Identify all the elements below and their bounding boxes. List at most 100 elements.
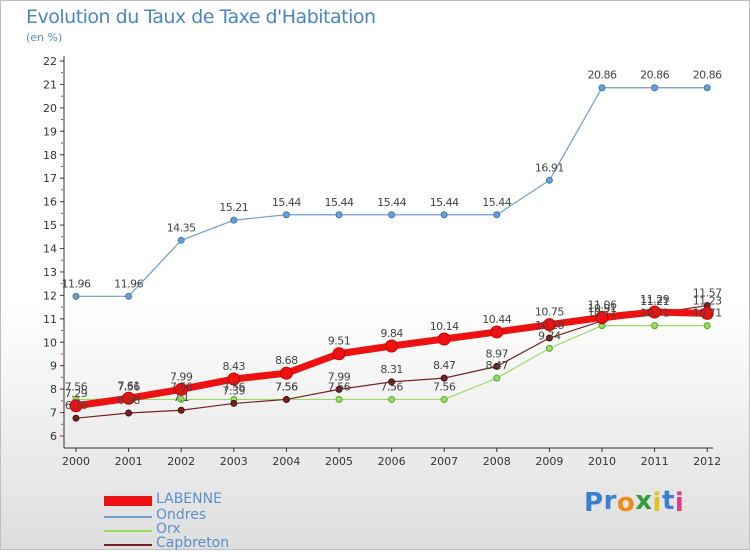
- legend-label: Ondres: [156, 507, 207, 523]
- data-label-orx: 7.56: [170, 380, 193, 393]
- data-point-labenne: [700, 306, 714, 320]
- data-label-capbreton: 7.99: [328, 370, 351, 383]
- data-label-ondres: 20.86: [640, 69, 669, 82]
- y-tick-label: 9: [50, 360, 57, 373]
- data-label-labenne: 11.29: [640, 293, 669, 306]
- x-tick-label: 2004: [272, 455, 300, 468]
- data-point-labenne: [279, 366, 293, 380]
- data-label-labenne: 8.43: [223, 360, 246, 373]
- data-point-ondres: [72, 292, 80, 300]
- data-point-orx: [545, 344, 553, 352]
- data-point-labenne: [542, 318, 556, 332]
- x-tick-label: 2000: [62, 455, 90, 468]
- data-point-ondres: [177, 236, 185, 244]
- x-tick-label: 2006: [378, 455, 406, 468]
- data-label-orx: 7.56: [380, 380, 403, 393]
- data-point-ondres: [335, 211, 343, 219]
- data-label-capbreton: 11.57: [693, 286, 722, 299]
- data-label-labenne: 11.23: [693, 294, 722, 307]
- logo-letter: o: [616, 488, 636, 518]
- y-tick-label: 17: [43, 172, 57, 185]
- data-point-capbreton: [125, 409, 133, 417]
- data-label-ondres: 15.44: [377, 196, 406, 209]
- y-tick-label: 12: [43, 289, 57, 302]
- data-label-orx: 7.56: [275, 380, 298, 393]
- x-tick-label: 2007: [430, 455, 458, 468]
- data-point-orx: [388, 395, 396, 403]
- chart-title: Evolution du Taux de Taxe d'Habitation: [26, 6, 376, 28]
- data-label-labenne: 9.51: [328, 335, 351, 348]
- data-label-orx: 7.56: [117, 380, 140, 393]
- data-point-labenne: [227, 372, 241, 386]
- y-tick-label: 8: [50, 383, 57, 396]
- data-point-capbreton: [493, 362, 501, 370]
- data-label-labenne: 8.68: [275, 354, 298, 367]
- data-point-ondres: [703, 84, 711, 92]
- data-label-labenne: 10.14: [430, 320, 459, 333]
- data-point-labenne: [595, 310, 609, 324]
- data-point-capbreton: [545, 334, 553, 342]
- data-label-capbreton: 10.18: [535, 319, 564, 332]
- data-point-capbreton: [72, 414, 80, 422]
- y-tick-label: 16: [43, 196, 57, 209]
- x-tick-label: 2009: [535, 455, 563, 468]
- data-point-ondres: [598, 84, 606, 92]
- series-line-ondres: [76, 87, 708, 297]
- data-point-ondres: [125, 292, 133, 300]
- data-label-ondres: 11.96: [114, 277, 143, 290]
- logo-letter: i: [652, 488, 662, 518]
- data-label-capbreton: 8.31: [380, 363, 403, 376]
- data-point-orx: [177, 395, 185, 403]
- data-point-labenne: [648, 305, 662, 319]
- data-label-labenne: 7.61: [117, 379, 140, 392]
- data-point-labenne: [385, 339, 399, 353]
- data-point-orx: [703, 322, 711, 330]
- data-label-capbreton: 7.39: [223, 384, 246, 397]
- data-label-ondres: 14.35: [167, 221, 196, 234]
- y-tick-label: 13: [43, 266, 57, 279]
- x-tick-label: 2001: [115, 455, 143, 468]
- logo-letter: i: [674, 488, 685, 518]
- legend-label: Orx: [156, 521, 181, 537]
- data-label-orx: 10.71: [693, 307, 722, 320]
- data-label-ondres: 15.44: [272, 196, 301, 209]
- data-label-orx: 7.56: [223, 380, 246, 393]
- data-point-capbreton: [177, 406, 185, 414]
- data-label-ondres: 20.86: [693, 69, 722, 82]
- data-label-capbreton: 7.1: [173, 391, 189, 404]
- y-tick-label: 19: [43, 125, 57, 138]
- y-tick-label: 18: [43, 149, 57, 162]
- data-label-ondres: 15.44: [482, 196, 511, 209]
- data-point-labenne: [332, 347, 346, 361]
- y-tick-label: 22: [43, 55, 57, 68]
- legend-swatch: [104, 530, 152, 532]
- chart-subtitle: (en %): [26, 31, 63, 44]
- y-tick-label: 14: [43, 243, 57, 256]
- logo-letter: r: [603, 486, 617, 516]
- data-point-ondres: [545, 176, 553, 184]
- legend-swatch: [104, 496, 152, 506]
- data-point-ondres: [493, 211, 501, 219]
- data-point-capbreton: [282, 395, 290, 403]
- data-label-orx: 7.56: [433, 380, 456, 393]
- data-point-labenne: [122, 391, 136, 405]
- data-point-capbreton: [440, 374, 448, 382]
- y-tick-label: 11: [43, 313, 57, 326]
- y-tick-label: 6: [50, 430, 57, 443]
- data-label-labenne: 7.99: [170, 370, 193, 383]
- data-point-ondres: [388, 211, 396, 219]
- data-point-capbreton: [230, 399, 238, 407]
- logo-letter: x: [635, 486, 653, 516]
- data-label-ondres: 20.86: [588, 69, 617, 82]
- legend-swatch: [104, 516, 152, 518]
- data-label-capbreton: 6.98: [117, 394, 140, 407]
- x-tick-label: 2003: [220, 455, 248, 468]
- data-point-capbreton: [335, 385, 343, 393]
- data-label-ondres: 11.96: [62, 277, 91, 290]
- data-label-labenne: 7.29: [65, 387, 88, 400]
- logo-letter: P: [584, 488, 604, 518]
- data-label-orx: 8.47: [486, 359, 509, 372]
- data-point-ondres: [440, 211, 448, 219]
